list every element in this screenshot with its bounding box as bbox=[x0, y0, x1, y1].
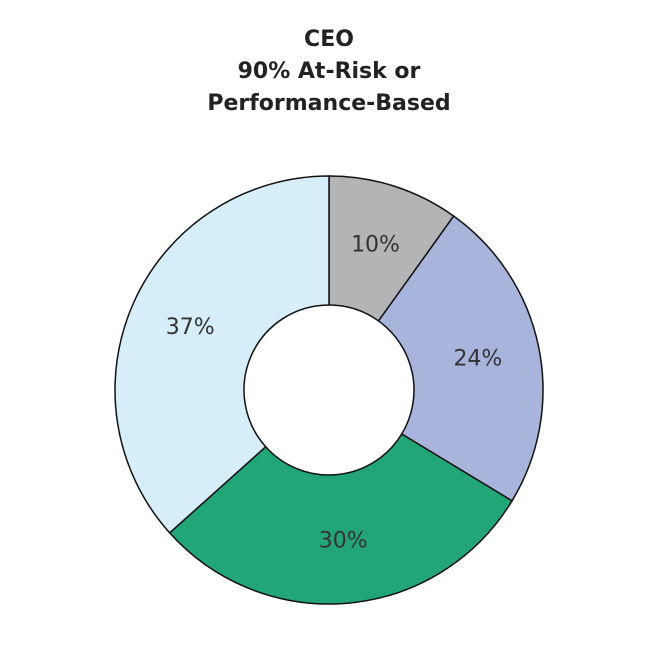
value-label: 30% bbox=[319, 528, 368, 553]
chart-title: 90% At-Risk or bbox=[238, 59, 421, 84]
slice bbox=[377, 215, 544, 502]
value-label: 24% bbox=[453, 346, 502, 371]
chart-title: CEO bbox=[304, 27, 354, 52]
value-label: 37% bbox=[166, 315, 215, 340]
chart-title: Performance-Based bbox=[207, 91, 450, 116]
slice bbox=[114, 175, 330, 534]
slice bbox=[168, 432, 514, 605]
value-label: 10% bbox=[351, 232, 400, 257]
